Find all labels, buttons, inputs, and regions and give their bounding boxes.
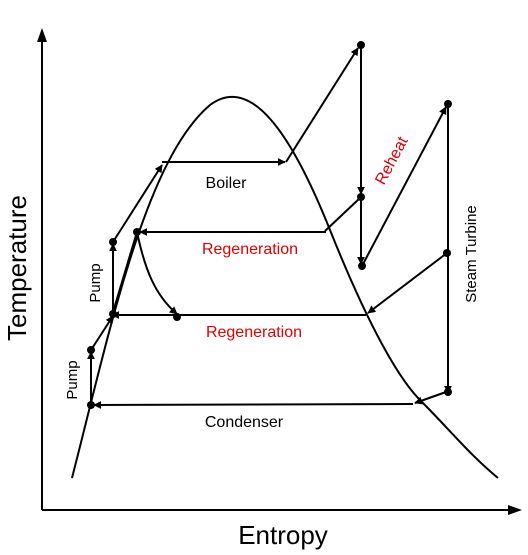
y-axis-arrowhead bbox=[37, 28, 47, 42]
state-point bbox=[109, 238, 117, 246]
state-points bbox=[87, 41, 452, 409]
upper-bleed-line bbox=[324, 197, 361, 232]
pump-to-boiler-line bbox=[112, 164, 163, 243]
x-axis-arrowhead bbox=[508, 505, 522, 515]
reheat-label: Reheat bbox=[372, 134, 411, 188]
state-point bbox=[133, 228, 141, 236]
state-point bbox=[444, 100, 452, 108]
superheat-line bbox=[285, 47, 359, 163]
upper-regeneration-label: Regeneration bbox=[202, 241, 298, 258]
lower-pump-label: Pump bbox=[64, 360, 81, 399]
condenser-line bbox=[93, 400, 414, 409]
state-point bbox=[87, 401, 95, 409]
steam-turbine-label: Steam Turbine bbox=[463, 205, 480, 303]
drip-curve bbox=[136, 231, 178, 315]
state-point bbox=[443, 249, 451, 257]
lower-regeneration-label: Regeneration bbox=[206, 324, 302, 341]
state-point bbox=[357, 41, 365, 49]
exhaust-line bbox=[414, 391, 447, 405]
cycle-paths bbox=[87, 45, 452, 409]
condenser-label: Condenser bbox=[205, 414, 284, 431]
feed-line bbox=[112, 231, 138, 313]
upper-pump-label: Pump bbox=[87, 263, 104, 302]
boiler-label: Boiler bbox=[206, 175, 248, 192]
x-axis-label: Entropy bbox=[238, 520, 328, 550]
state-point bbox=[444, 388, 452, 396]
state-point bbox=[87, 346, 95, 354]
lower-bleed-line bbox=[367, 252, 448, 314]
lower-pump-to-feed-line bbox=[90, 315, 114, 351]
state-point bbox=[109, 310, 117, 318]
state-point bbox=[357, 193, 365, 201]
axes bbox=[37, 28, 522, 515]
y-axis-label: Temperature bbox=[2, 195, 32, 341]
saturation-dome bbox=[71, 95, 499, 479]
state-point bbox=[358, 262, 366, 270]
state-point bbox=[173, 313, 181, 321]
reheat-line bbox=[361, 106, 447, 267]
